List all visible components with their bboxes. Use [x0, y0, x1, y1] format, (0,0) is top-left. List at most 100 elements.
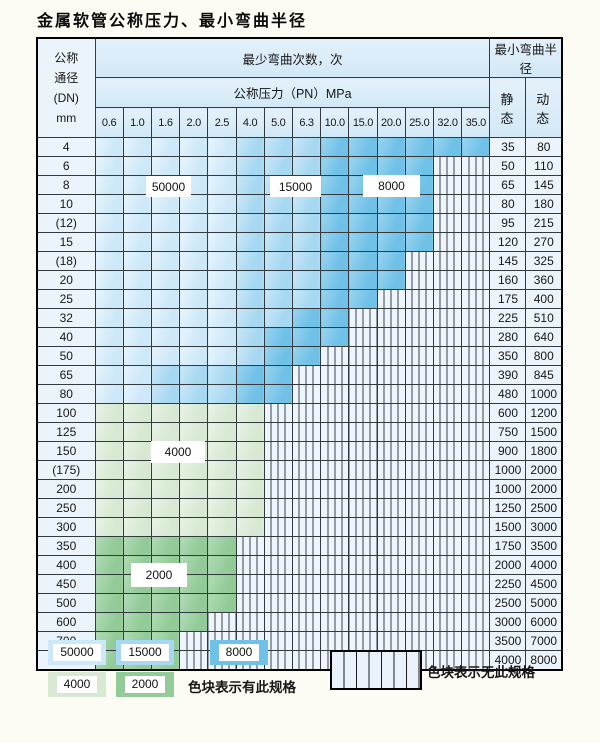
cycle-cell [263, 574, 293, 594]
static-radius-value: 35 [489, 137, 527, 157]
cycle-cell [179, 308, 209, 328]
cycle-cell [376, 213, 406, 233]
cycle-cell [94, 327, 124, 347]
cycle-cell [291, 213, 322, 233]
cycle-cell [263, 555, 293, 575]
cycle-cell [404, 213, 434, 233]
cycle-cell [348, 384, 378, 404]
cycle-cell [432, 384, 463, 404]
static-radius-value: 50 [489, 156, 527, 176]
static-radius-value: 1250 [489, 498, 527, 518]
static-radius-value: 2000 [489, 555, 527, 575]
pressure-column-header: 35.0 [461, 107, 491, 138]
cycle-cell [348, 460, 378, 480]
cycle-cell [94, 479, 124, 499]
cycle-cell [235, 536, 265, 556]
cycle-cell [404, 365, 434, 385]
dn-label: 6 [36, 156, 96, 176]
cycle-cell [122, 270, 152, 290]
cycle-cell [179, 631, 209, 651]
cycle-cell [461, 213, 491, 233]
dn-label: 100 [36, 403, 96, 423]
cycle-cell [122, 365, 152, 385]
cycle-cell [207, 137, 237, 157]
dynamic-radius-value: 640 [525, 327, 563, 347]
table-row: 400 2000 4000 [36, 555, 563, 575]
cycle-cell [432, 308, 463, 328]
static-radius-value: 2250 [489, 574, 527, 594]
cycle-cell [235, 270, 265, 290]
dynamic-radius-value: 800 [525, 346, 563, 366]
table-row: 250 1250 2500 [36, 498, 563, 518]
cycle-cell [291, 232, 322, 252]
cycle-cell [179, 232, 209, 252]
cycle-cell [291, 289, 322, 309]
cycle-cell [179, 517, 209, 537]
pressure-column-header: 15.0 [348, 107, 378, 138]
cycle-cell [94, 612, 124, 632]
cycle-cell [263, 479, 293, 499]
dn-label: 400 [36, 555, 96, 575]
cycle-cell [263, 422, 293, 442]
cycle-cell [432, 441, 463, 461]
cycle-cell [320, 251, 350, 271]
cycle-cell [263, 517, 293, 537]
cycle-cell [235, 327, 265, 347]
cycle-cell [122, 194, 152, 214]
cycle-cell [348, 156, 378, 176]
dynamic-radius-value: 2000 [525, 479, 563, 499]
cycle-cell [461, 403, 491, 423]
page-title: 金属软管公称压力、最小弯曲半径 [37, 11, 308, 30]
cycle-cell [348, 441, 378, 461]
table-row: 32 225 510 [36, 308, 563, 328]
cycle-cell [122, 403, 152, 423]
cycle-cell [291, 441, 322, 461]
cycle-cell [207, 479, 237, 499]
static-radius-value: 120 [489, 232, 527, 252]
header-dynamic: 动 态 [525, 77, 563, 138]
cycle-cell [235, 479, 265, 499]
cycle-cell [320, 232, 350, 252]
cycle-cell [404, 289, 434, 309]
cycle-cell [263, 289, 293, 309]
cycle-cell [348, 270, 378, 290]
cycle-cell [207, 232, 237, 252]
cycle-cell [207, 270, 237, 290]
dynamic-radius-value: 1200 [525, 403, 563, 423]
cycle-cell [263, 327, 293, 347]
cycle-cell [376, 460, 406, 480]
cycle-cell [348, 137, 378, 157]
cycle-cell [263, 213, 293, 233]
cycle-cell [320, 555, 350, 575]
cycle-cell [235, 175, 265, 195]
cycle-cell [179, 365, 209, 385]
legend-has-spec-text: 色块表示有此规格 [188, 680, 296, 695]
legend-swatch-label: 8000 [218, 644, 260, 661]
pressure-column-header: 2.0 [179, 107, 209, 138]
cycle-cell [94, 498, 124, 518]
cycle-cell [94, 232, 124, 252]
cycle-cell [263, 612, 293, 632]
cycle-cell [207, 308, 237, 328]
dn-label: 125 [36, 422, 96, 442]
cycle-cell [207, 346, 237, 366]
dynamic-radius-value: 6000 [525, 612, 563, 632]
pressure-column-header: 6.3 [291, 107, 322, 138]
cycle-cell [94, 194, 124, 214]
cycle-cell [461, 498, 491, 518]
cycle-cell [404, 536, 434, 556]
cycle-cell [376, 479, 406, 499]
static-radius-value: 3000 [489, 612, 527, 632]
cycle-cell [122, 175, 152, 195]
cycle-cell [235, 251, 265, 271]
dynamic-radius-value: 5000 [525, 593, 563, 613]
static-radius-value: 1000 [489, 460, 527, 480]
dynamic-radius-value: 145 [525, 175, 563, 195]
cycle-cell [291, 346, 322, 366]
cycle-cell [291, 365, 322, 385]
cycle-cell [348, 422, 378, 442]
legend-swatch-label: 50000 [53, 644, 101, 661]
cycle-cell [461, 175, 491, 195]
dn-label: 350 [36, 536, 96, 556]
cycle-cell [404, 403, 434, 423]
